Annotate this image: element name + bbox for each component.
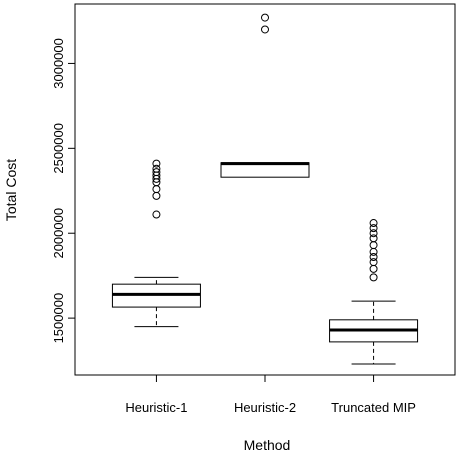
outlier-point [152, 210, 161, 219]
x-axis-label: Method [244, 437, 291, 453]
y-axis-label: Total Cost [3, 159, 19, 221]
outlier-point [369, 264, 378, 273]
outlier-point [369, 247, 378, 256]
outlier-point [369, 234, 378, 243]
y-tick-label: 2500000 [51, 123, 66, 174]
y-tick-label: 2000000 [51, 208, 66, 259]
outlier-point [369, 273, 378, 282]
x-tick-label: Heuristic-1 [125, 400, 187, 415]
x-axis: Heuristic-1 Heuristic-2 Truncated MIP [125, 374, 416, 415]
outlier-point [369, 241, 378, 250]
outlier-point [369, 219, 378, 228]
y-tick-label: 3000000 [51, 38, 66, 89]
y-axis: 1500000 2000000 2500000 3000000 [51, 38, 76, 344]
outlier-point [152, 164, 161, 173]
y-tick-label: 1500000 [51, 293, 66, 344]
outlier-point [152, 159, 161, 168]
box-heuristic-2 [220, 13, 310, 178]
outlier-point [369, 258, 378, 267]
outlier-point [261, 13, 269, 22]
outlier-point [369, 229, 378, 238]
boxes [111, 13, 419, 365]
x-tick-label: Heuristic-2 [234, 400, 296, 415]
box-heuristic-1 [111, 159, 201, 328]
outlier-point [152, 191, 161, 200]
outlier-point [152, 185, 161, 194]
outlier-point [369, 224, 378, 233]
box-truncated-mip [329, 219, 419, 365]
outlier-point [261, 25, 269, 34]
outlier-point [369, 252, 378, 261]
x-tick-label: Truncated MIP [331, 400, 416, 415]
outlier-point [152, 168, 161, 177]
